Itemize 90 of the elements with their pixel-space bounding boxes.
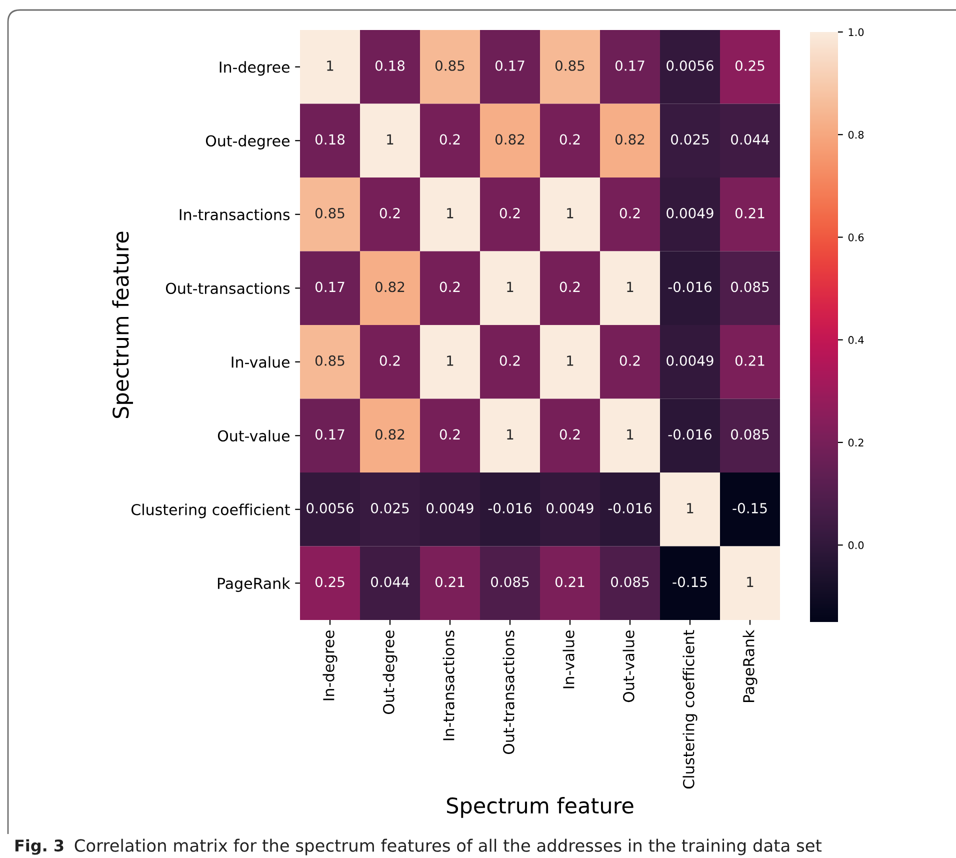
data-label: 0.085 (491, 576, 529, 588)
data-label: 0.044 (731, 134, 770, 145)
data-label: 0.17 (495, 60, 524, 71)
data-label: 1 (387, 134, 394, 144)
color-bar-label: 1.0 (848, 28, 864, 36)
data-label: 0.85 (315, 355, 344, 366)
data-label: 0.0049 (666, 355, 714, 366)
data-label: 0.025 (371, 502, 409, 514)
data-label: 0.2 (560, 134, 580, 145)
data-label: 0.82 (375, 429, 404, 440)
y-tick-label: In-value (232, 356, 290, 368)
x-tick-label: In-value (562, 630, 574, 688)
data-label: 1 (567, 356, 574, 366)
y-tick-label: In-degree (220, 61, 290, 76)
data-label: 0.0049 (546, 502, 594, 514)
data-label: 0.25 (315, 576, 344, 588)
data-label: 0.82 (615, 134, 644, 145)
color-bar-label: 0.2 (848, 438, 864, 447)
data-label: 0.2 (440, 134, 460, 145)
data-label: 0.18 (315, 134, 345, 145)
data-label: 0.17 (315, 429, 344, 440)
data-label: 0.2 (500, 355, 520, 366)
data-label: 0.085 (731, 282, 769, 292)
y-tick-label: In-transactions (180, 208, 290, 220)
data-label: 0.17 (615, 60, 644, 71)
data-label: 0.085 (611, 576, 649, 588)
data-label: 0.2 (560, 282, 580, 292)
text: Correlation matrix for the spectrum features of all the addresses in the training data set (74, 838, 822, 856)
x-tick-label: Clustering coefficient (682, 630, 698, 788)
data-label: -0.15 (732, 502, 767, 514)
color-bar-label: 0.6 (848, 233, 864, 242)
data-label: 0.2 (440, 282, 460, 292)
data-label: 1 (567, 208, 574, 218)
data-label: 1 (507, 429, 514, 440)
data-label: 0.82 (495, 134, 524, 145)
data-label: 0.21 (435, 576, 464, 588)
color-bar-label: 0.8 (848, 130, 864, 139)
x-tick-label: Out-transactions (502, 630, 514, 754)
data-label: 0.21 (555, 576, 584, 588)
data-label: 0.2 (440, 429, 460, 440)
data-label: -0.016 (668, 282, 712, 292)
data-label: 0.17 (315, 282, 344, 292)
data-label: 0.2 (620, 208, 640, 218)
data-label: 0.2 (380, 355, 400, 366)
y-tick-label: Clustering coefficient (132, 504, 290, 518)
y-tick-label: PageRank (218, 577, 290, 592)
y-tick-label: Out-value (218, 430, 290, 442)
data-label: 0.85 (435, 60, 464, 71)
data-label: -0.016 (488, 502, 532, 514)
data-label: -0.016 (608, 502, 652, 514)
data-label: 0.25 (735, 60, 764, 71)
data-label: 0.2 (500, 208, 520, 218)
data-label: 1 (747, 576, 754, 587)
data-label: 0.85 (315, 208, 344, 218)
data-label: 0.2 (560, 429, 580, 440)
data-label: 1 (507, 282, 514, 292)
data-label: 0.18 (375, 60, 405, 71)
data-label: -0.15 (672, 576, 707, 588)
data-label: 0.82 (375, 282, 404, 292)
x-tick-label: Out-degree (382, 630, 398, 714)
data-label: 1 (327, 60, 334, 71)
color-bar-label: 0.0 (848, 541, 864, 550)
y-axis-title: Spectrum feature (112, 232, 133, 418)
y-tick-label: Out-degree (206, 134, 290, 150)
data-label: 0.025 (671, 134, 709, 145)
data-label: 0.85 (555, 60, 584, 71)
x-tick-label: In-degree (322, 630, 338, 700)
data-label: 0.21 (735, 355, 764, 366)
data-label: 0.0056 (666, 60, 714, 71)
y-tick-label: Out-transactions (166, 282, 290, 294)
data-label: 0.044 (371, 576, 410, 588)
x-tick-label: Out-value (622, 630, 634, 702)
x-tick-label: PageRank (742, 630, 758, 702)
data-label: 1 (447, 208, 454, 218)
data-label: 0.2 (380, 208, 400, 218)
data-label: 1 (447, 356, 454, 366)
x-axis-title: Spectrum feature (446, 797, 634, 818)
data-label: 0.0049 (666, 208, 714, 218)
data-label: 0.0049 (426, 502, 474, 514)
data-label: 1 (627, 282, 634, 292)
data-label: -0.016 (668, 429, 712, 440)
data-label: 0.2 (620, 355, 640, 366)
caption: Fig. 3 (15, 839, 64, 855)
color-bar-label: 0.4 (848, 336, 864, 344)
data-label: 0.085 (731, 429, 769, 440)
data-label: 1 (687, 503, 694, 514)
data-label: 0.21 (735, 208, 764, 218)
x-tick-label: In-transactions (442, 630, 454, 740)
data-label: 0.0056 (306, 502, 354, 514)
data-label: 1 (627, 429, 634, 440)
